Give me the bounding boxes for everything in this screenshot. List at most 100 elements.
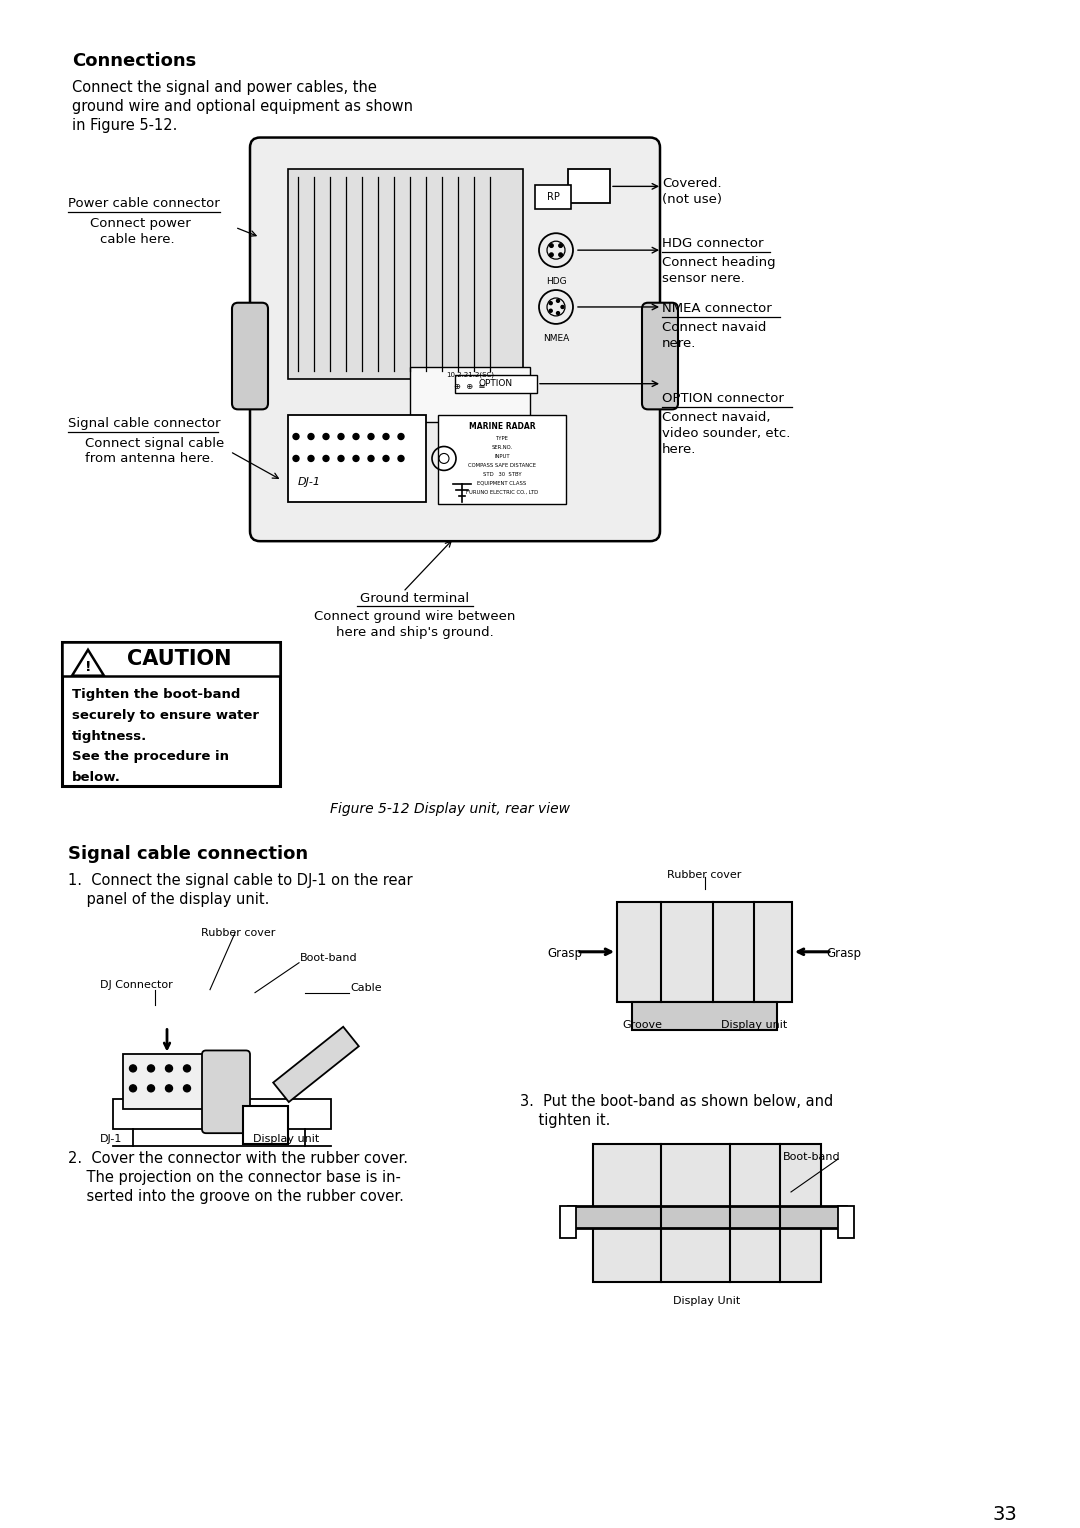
Text: Rubber cover: Rubber cover	[667, 869, 742, 880]
Text: NMEA: NMEA	[543, 335, 569, 342]
Bar	[123, 1054, 211, 1109]
Text: Covered.: Covered.	[662, 177, 721, 191]
Text: INPUT: INPUT	[495, 454, 510, 458]
Text: OPTION: OPTION	[478, 379, 513, 388]
Polygon shape	[273, 1027, 359, 1102]
Bar	[113, 1099, 330, 1129]
Text: 3.  Put the boot-band as shown below, and: 3. Put the boot-band as shown below, and	[519, 1094, 834, 1109]
Text: cable here.: cable here.	[100, 234, 175, 246]
Text: COMPASS SAFE DISTANCE: COMPASS SAFE DISTANCE	[468, 463, 536, 468]
Text: Connect navaid: Connect navaid	[662, 321, 767, 335]
FancyBboxPatch shape	[232, 303, 268, 410]
Circle shape	[550, 244, 553, 248]
Text: Connect ground wire between: Connect ground wire between	[314, 610, 515, 623]
Bar	[455, 374, 537, 393]
Text: The projection on the connector base is in-: The projection on the connector base is …	[68, 1170, 401, 1186]
Text: Cable: Cable	[350, 983, 381, 993]
Circle shape	[184, 1065, 190, 1071]
Text: nere.: nere.	[662, 336, 697, 350]
Circle shape	[558, 244, 563, 248]
Circle shape	[184, 1085, 190, 1093]
Text: Connect the signal and power cables, the: Connect the signal and power cables, the	[72, 79, 377, 95]
Circle shape	[148, 1065, 154, 1071]
Text: DJ Connector: DJ Connector	[100, 979, 173, 990]
Text: Connect signal cable: Connect signal cable	[85, 437, 225, 449]
Circle shape	[353, 434, 359, 440]
Circle shape	[308, 455, 314, 461]
Text: OPTION connector: OPTION connector	[662, 391, 784, 405]
Text: Power cable connector: Power cable connector	[68, 197, 219, 211]
Text: Grasp: Grasp	[548, 947, 582, 960]
Text: HDG: HDG	[545, 277, 566, 286]
Bar	[568, 1206, 846, 1229]
Text: FURUNO ELECTRIC CO., LTD: FURUNO ELECTRIC CO., LTD	[465, 490, 538, 495]
Text: Display unit: Display unit	[253, 1134, 320, 1144]
Bar	[593, 1144, 821, 1282]
Text: Connect power: Connect power	[90, 217, 191, 231]
Text: below.: below.	[72, 772, 121, 784]
Circle shape	[383, 455, 389, 461]
Text: here.: here.	[662, 443, 697, 455]
Bar	[632, 1002, 777, 1030]
Text: panel of the display unit.: panel of the display unit.	[68, 892, 269, 908]
Circle shape	[383, 434, 389, 440]
Circle shape	[399, 455, 404, 461]
Bar	[568, 170, 610, 203]
Bar	[438, 414, 566, 504]
Circle shape	[399, 434, 404, 440]
Text: Rubber cover: Rubber cover	[201, 927, 275, 938]
Text: DJ-1: DJ-1	[100, 1134, 122, 1144]
Text: EQUIPMENT CLASS: EQUIPMENT CLASS	[477, 481, 527, 486]
Circle shape	[130, 1085, 136, 1093]
FancyBboxPatch shape	[642, 303, 678, 410]
Circle shape	[550, 309, 552, 312]
Text: Figure 5-12 Display unit, rear view: Figure 5-12 Display unit, rear view	[330, 802, 570, 816]
Text: NMEA connector: NMEA connector	[662, 303, 772, 315]
Bar	[838, 1206, 854, 1238]
Text: 2.  Cover the connector with the rubber cover.: 2. Cover the connector with the rubber c…	[68, 1151, 408, 1166]
Circle shape	[561, 306, 564, 309]
Circle shape	[165, 1065, 173, 1071]
Circle shape	[323, 434, 329, 440]
Text: Connections: Connections	[72, 52, 197, 70]
Circle shape	[338, 434, 345, 440]
Text: Boot-band: Boot-band	[300, 953, 357, 963]
Circle shape	[353, 455, 359, 461]
Text: Display unit: Display unit	[720, 1019, 787, 1030]
Text: ⊕  ⊕  ≡: ⊕ ⊕ ≡	[455, 382, 486, 391]
Text: RP: RP	[546, 193, 559, 202]
Text: Display Unit: Display Unit	[673, 1296, 741, 1305]
Text: Signal cable connector: Signal cable connector	[68, 417, 220, 429]
Circle shape	[550, 301, 552, 304]
Circle shape	[323, 455, 329, 461]
Text: ground wire and optional equipment as shown: ground wire and optional equipment as sh…	[72, 99, 413, 113]
FancyBboxPatch shape	[202, 1050, 249, 1134]
Text: CAUTION: CAUTION	[126, 649, 231, 669]
Circle shape	[293, 434, 299, 440]
Text: here and ship's ground.: here and ship's ground.	[336, 626, 494, 639]
Bar	[561, 1206, 576, 1238]
Text: TYPE: TYPE	[496, 435, 509, 442]
Text: tightness.: tightness.	[72, 729, 147, 743]
Circle shape	[368, 455, 374, 461]
Text: 10.2.21.2(SC): 10.2.21.2(SC)	[446, 371, 494, 377]
Bar	[535, 185, 571, 209]
Circle shape	[558, 254, 563, 257]
Text: Tighten the boot-band: Tighten the boot-band	[72, 688, 241, 701]
Circle shape	[550, 254, 553, 257]
Text: !: !	[84, 660, 91, 674]
Text: serted into the groove on the rubber cover.: serted into the groove on the rubber cov…	[68, 1189, 404, 1204]
Text: (not use): (not use)	[662, 194, 723, 206]
Text: HDG connector: HDG connector	[662, 237, 764, 251]
Circle shape	[556, 299, 559, 303]
Text: DJ-1: DJ-1	[298, 477, 321, 487]
Circle shape	[308, 434, 314, 440]
Circle shape	[130, 1065, 136, 1071]
Bar	[243, 1106, 288, 1144]
Bar	[288, 414, 426, 503]
Text: SER.NO.: SER.NO.	[491, 445, 513, 449]
Text: Connect navaid,: Connect navaid,	[662, 411, 770, 423]
Text: Grasp: Grasp	[826, 947, 862, 960]
Bar	[617, 902, 792, 1002]
Text: Ground terminal: Ground terminal	[361, 591, 470, 605]
